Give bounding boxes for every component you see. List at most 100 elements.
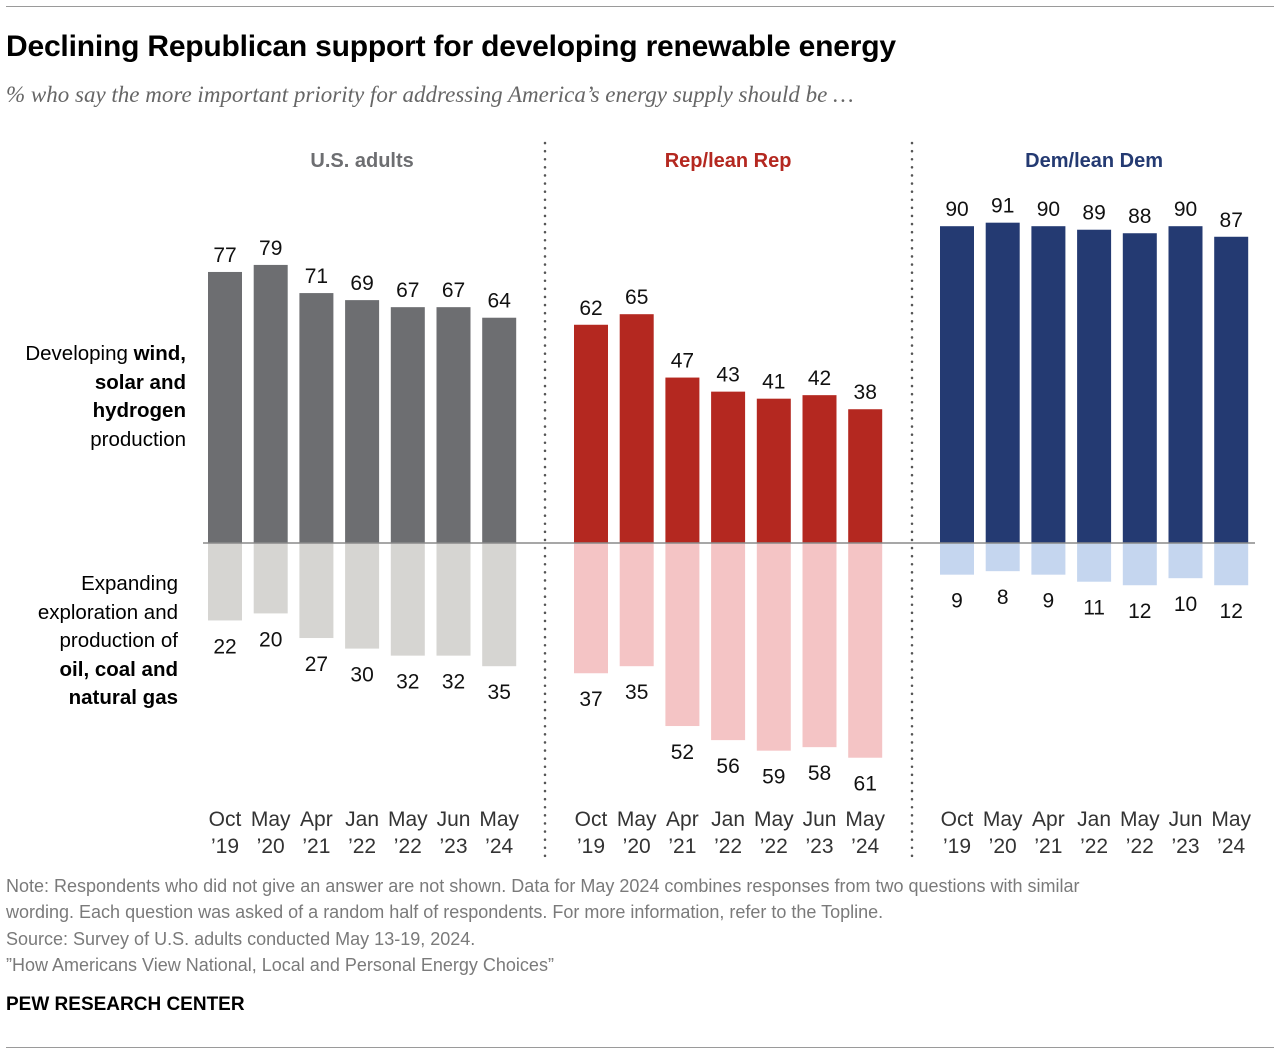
x-tick-label-year: ’24	[1217, 835, 1245, 858]
bar-renewable	[436, 307, 471, 543]
data-label-fossil: 27	[305, 653, 328, 676]
data-label-fossil: 37	[579, 688, 602, 711]
x-tick-label-year: ’24	[851, 835, 879, 858]
panel-title: Dem/lean Dem	[1025, 150, 1163, 172]
x-tick-label-year: ’23	[1171, 835, 1199, 858]
data-label-fossil: 11	[1083, 597, 1105, 620]
data-label-fossil: 9	[951, 590, 963, 613]
x-tick-label-month: Oct	[209, 808, 242, 831]
data-label-renewable: 71	[305, 265, 328, 288]
bottom-rule	[6, 1047, 1274, 1048]
data-label-renewable: 88	[1128, 205, 1151, 228]
bar-renewable	[711, 391, 746, 543]
data-label-fossil: 58	[808, 762, 831, 785]
data-label-renewable: 69	[350, 272, 373, 295]
panel-title: U.S. adults	[310, 150, 413, 172]
x-tick-label-month: Jan	[711, 808, 745, 831]
x-tick-label-month: Oct	[941, 808, 974, 831]
bar-renewable	[1077, 229, 1112, 543]
x-tick-label-month: Apr	[666, 808, 699, 831]
bar-renewable	[1122, 233, 1157, 544]
bar-renewable	[574, 324, 608, 543]
x-tick-label-month: Apr	[1032, 808, 1065, 831]
bar-renewable	[985, 222, 1020, 543]
row-label-renewable: Developing wind, solar and hydrogen prod…	[25, 340, 186, 454]
x-tick-label-year: ’23	[805, 835, 833, 858]
bar-fossil	[208, 543, 242, 621]
bar-renewable	[802, 395, 837, 543]
data-label-renewable: 42	[808, 367, 831, 390]
bar-renewable	[208, 271, 242, 543]
row-label-bold: oil, coal and	[59, 657, 178, 681]
top-rule	[6, 6, 1274, 7]
bar-renewable	[756, 398, 791, 543]
bar-renewable	[1214, 236, 1249, 543]
row-label-fossil: Expanding exploration and production of …	[38, 570, 178, 713]
x-tick-label-year: ’21	[302, 835, 330, 858]
x-tick-label-month: May	[479, 808, 519, 831]
x-tick-label-year: ’20	[623, 835, 651, 858]
data-label-renewable: 43	[716, 364, 739, 387]
data-label-renewable: 87	[1220, 209, 1243, 232]
x-tick-label-month: Oct	[575, 808, 608, 831]
data-label-renewable: 47	[671, 350, 694, 373]
bar-fossil	[574, 543, 608, 674]
data-label-fossil: 35	[625, 681, 648, 704]
row-label-text: production of	[59, 629, 178, 652]
bar-renewable	[299, 293, 334, 543]
data-label-fossil: 35	[488, 681, 511, 704]
bar-fossil	[985, 543, 1020, 572]
bar-fossil	[482, 543, 517, 667]
x-tick-label-year: ’19	[943, 835, 971, 858]
bar-renewable	[253, 264, 288, 543]
bar-renewable	[1031, 226, 1066, 543]
bar-renewable	[390, 307, 425, 543]
x-tick-label-month: May	[1120, 808, 1160, 831]
x-tick-label-month: May	[983, 808, 1023, 831]
bar-fossil	[253, 543, 288, 614]
chart-title: Declining Republican support for develop…	[6, 30, 896, 63]
row-label-text: Expanding	[81, 572, 178, 595]
row-label-text: exploration and	[37, 600, 178, 624]
data-label-fossil: 56	[716, 755, 739, 778]
x-tick-label-month: Apr	[300, 808, 333, 831]
bar-fossil	[299, 543, 334, 639]
bar-renewable	[345, 300, 380, 543]
bar-fossil	[1214, 543, 1249, 586]
x-tick-label-month: May	[754, 808, 794, 831]
x-tick-label-year: ’22	[1126, 835, 1154, 858]
data-label-fossil: 32	[396, 671, 419, 694]
bar-renewable	[482, 317, 517, 543]
x-tick-label-month: May	[388, 808, 428, 831]
x-tick-label-month: Jun	[803, 808, 837, 831]
report-title: ”How Americans View National, Local and …	[6, 955, 554, 975]
data-label-renewable: 90	[1174, 198, 1197, 221]
bar-renewable	[940, 226, 974, 543]
data-label-renewable: 64	[488, 290, 512, 313]
data-label-renewable: 67	[442, 279, 465, 302]
x-tick-label-year: ’19	[211, 835, 239, 858]
x-tick-label-month: Jan	[345, 808, 379, 831]
bar-fossil	[665, 543, 700, 727]
data-label-fossil: 20	[259, 628, 282, 651]
data-label-renewable: 38	[854, 381, 877, 404]
data-label-renewable: 79	[259, 237, 282, 260]
x-tick-label-year: ’21	[668, 835, 696, 858]
bar-fossil	[1168, 543, 1203, 579]
data-label-fossil: 30	[350, 664, 373, 687]
bar-fossil	[619, 543, 654, 667]
x-tick-label-year: ’20	[989, 835, 1017, 858]
bar-fossil	[1122, 543, 1157, 586]
bar-fossil	[390, 543, 425, 656]
source-line: Source: Survey of U.S. adults conducted …	[6, 929, 476, 949]
x-tick-label-year: ’19	[577, 835, 605, 858]
x-tick-label-year: ’23	[439, 835, 467, 858]
x-tick-label-year: ’22	[1080, 835, 1108, 858]
bar-fossil	[756, 543, 791, 751]
bar-fossil	[848, 543, 883, 758]
data-label-renewable: 90	[1037, 198, 1060, 221]
data-label-renewable: 41	[762, 371, 785, 394]
data-label-renewable: 89	[1082, 202, 1105, 225]
note-line-2: wording. Each question was asked of a ra…	[6, 902, 884, 922]
